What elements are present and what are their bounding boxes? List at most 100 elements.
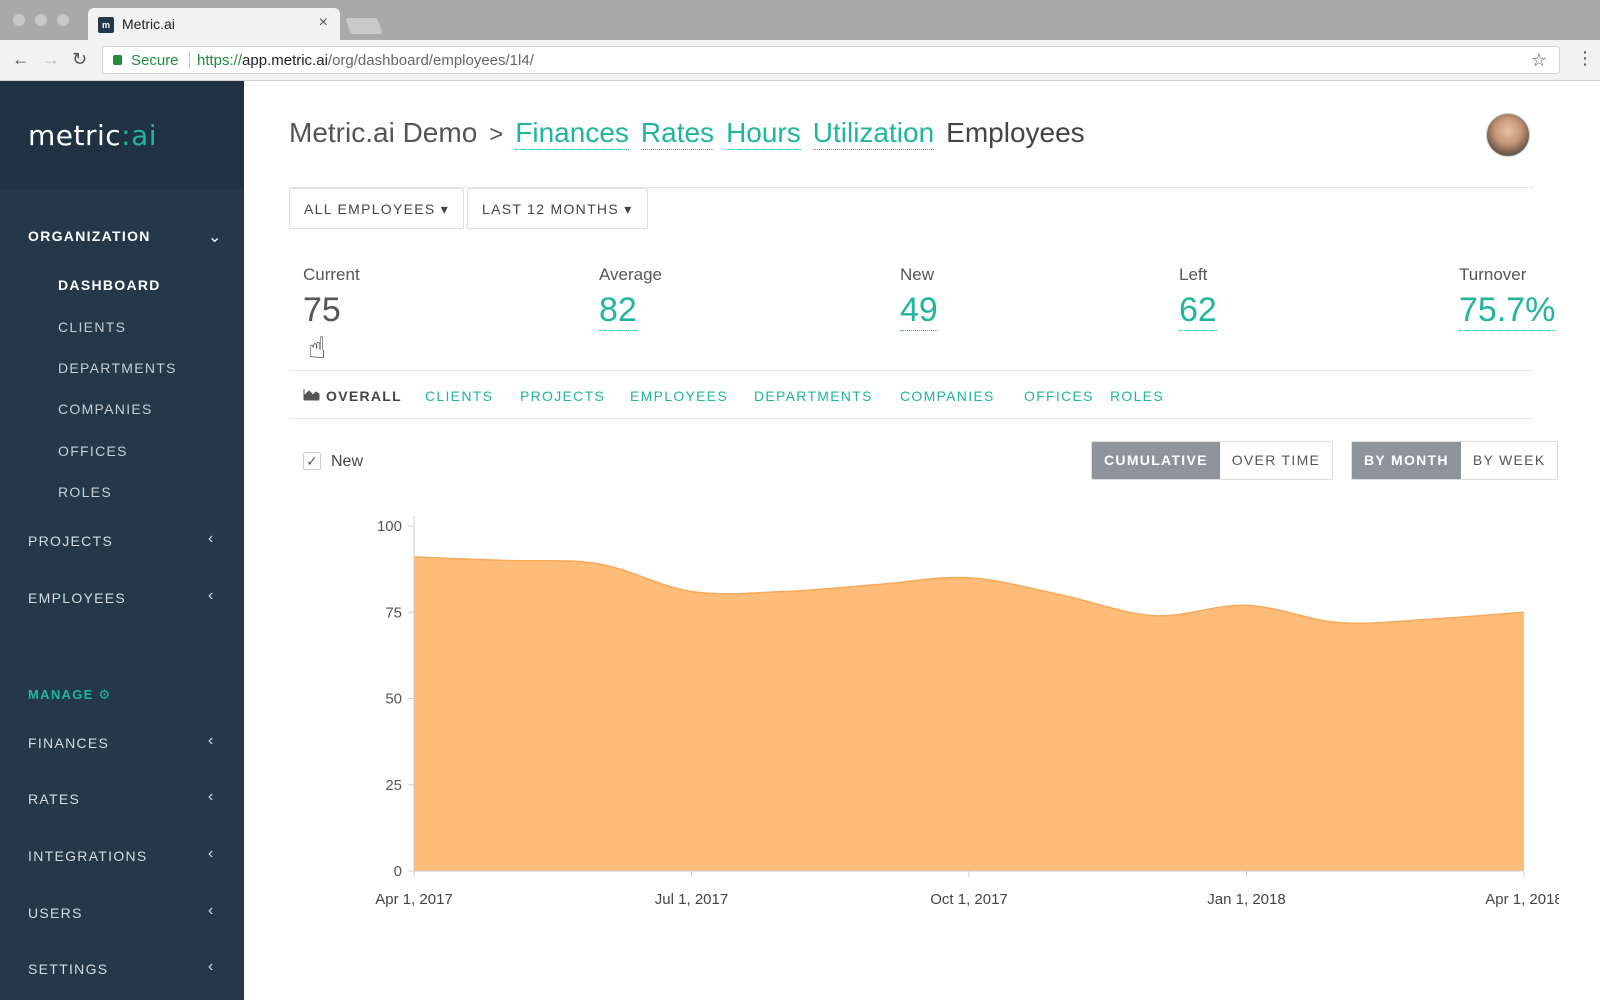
back-arrow-icon[interactable]: ← <box>12 49 30 69</box>
metric-logo[interactable]: metric:ai <box>28 119 157 152</box>
tab-overall[interactable]: OVERALL <box>326 388 402 404</box>
secure-label: Secure <box>131 52 179 69</box>
close-window-button[interactable] <box>13 14 25 26</box>
stat-new-label: New <box>900 265 935 284</box>
y-tick-label: 50 <box>385 691 402 708</box>
y-tick-label: 100 <box>377 518 402 535</box>
logo-suffix: ai <box>131 119 158 152</box>
manage-label: MANAGE <box>28 687 94 702</box>
new-tab-button[interactable] <box>345 18 383 34</box>
stat-turnover-value[interactable]: 75.7% <box>1459 291 1556 331</box>
nav-companies[interactable]: COMPANIES <box>58 401 153 417</box>
crumb-employees: Employees <box>946 117 1085 148</box>
stat-turnover-label: Turnover <box>1459 265 1527 284</box>
url-host: app.metric.ai <box>242 52 328 69</box>
stat-current-label: Current <box>303 265 360 284</box>
nav-departments[interactable]: DEPARTMENTS <box>58 360 177 376</box>
url-scheme: https:// <box>197 52 243 69</box>
new-series-checkbox[interactable]: ✓ <box>303 452 321 470</box>
tab-offices[interactable]: OFFICES <box>1024 388 1094 404</box>
chevron-left-icon[interactable]: ‹ <box>208 587 214 604</box>
nav-organization[interactable]: ORGANIZATION <box>28 228 151 244</box>
nav-users[interactable]: USERS <box>28 905 83 921</box>
cumulative-button[interactable]: CUMULATIVE <box>1092 442 1220 479</box>
browser-menu-icon[interactable]: ⋮ <box>1576 48 1594 68</box>
chevron-left-icon[interactable]: ‹ <box>208 732 214 749</box>
nav-rates[interactable]: RATES <box>28 791 81 807</box>
tab-projects[interactable]: PROJECTS <box>520 388 606 404</box>
browser-toolbar: ← → ↻ Secure https://app.metric.ai/org/d… <box>0 40 1600 81</box>
nav-employees[interactable]: EMPLOYEES <box>28 590 127 606</box>
forward-arrow-icon[interactable]: → <box>42 49 60 69</box>
tab-clients[interactable]: CLIENTS <box>425 388 494 404</box>
favicon-icon: m <box>98 17 114 33</box>
by-month-button[interactable]: BY MONTH <box>1352 442 1461 479</box>
crumb-utilization[interactable]: Utilization <box>812 117 935 150</box>
nav-integrations[interactable]: INTEGRATIONS <box>28 848 148 864</box>
nav-projects[interactable]: PROJECTS <box>28 533 114 549</box>
nav-offices[interactable]: OFFICES <box>58 443 128 459</box>
crumb-rates[interactable]: Rates <box>640 117 715 150</box>
url-path: /org/dashboard/employees/1l4/ <box>327 52 534 69</box>
tab-roles[interactable]: ROLES <box>1110 388 1164 404</box>
maximize-window-button[interactable] <box>57 14 69 26</box>
reload-icon[interactable]: ↻ <box>72 49 88 69</box>
over-time-button[interactable]: OVER TIME <box>1219 442 1333 479</box>
nav-roles[interactable]: ROLES <box>58 484 112 500</box>
y-tick-label: 0 <box>394 863 402 880</box>
nav-dashboard[interactable]: DASHBOARD <box>58 277 161 293</box>
tab-companies[interactable]: COMPANIES <box>900 388 995 404</box>
stat-average-value[interactable]: 82 <box>599 291 637 331</box>
nav-clients[interactable]: CLIENTS <box>58 319 127 335</box>
period-filter-dropdown[interactable]: LAST 12 MONTHS ▾ <box>467 188 648 229</box>
x-tick-label: Apr 1, 2017 <box>375 891 453 908</box>
y-tick-label: 25 <box>385 777 402 794</box>
avatar[interactable] <box>1486 113 1530 157</box>
url-text[interactable]: https://app.metric.ai/org/dashboard/empl… <box>197 52 534 69</box>
chevron-left-icon[interactable]: ‹ <box>208 958 214 975</box>
tab-close-icon[interactable]: × <box>318 14 328 31</box>
area-chart-icon <box>303 389 320 401</box>
y-tick-label: 75 <box>385 604 402 621</box>
new-series-label: New <box>331 453 364 470</box>
granularity-toggle: BY MONTH BY WEEK <box>1351 441 1559 480</box>
x-tick-label: Jul 1, 2017 <box>655 891 728 908</box>
crumb-hours[interactable]: Hours <box>726 117 801 150</box>
chevron-left-icon[interactable]: ‹ <box>208 530 214 547</box>
logo-area: metric:ai <box>0 81 244 189</box>
by-week-button[interactable]: BY WEEK <box>1460 442 1558 479</box>
tab-employees[interactable]: EMPLOYEES <box>630 388 729 404</box>
x-tick-label: Oct 1, 2017 <box>930 891 1008 908</box>
logo-colon: : <box>121 119 132 152</box>
caret-down-icon: ▾ <box>440 201 450 217</box>
employees-filter-dropdown[interactable]: ALL EMPLOYEES ▾ <box>289 188 465 229</box>
nav-finances[interactable]: FINANCES <box>28 735 110 751</box>
main-content: Metric.ai Demo > Finances Rates Hours Ut… <box>244 81 1600 1000</box>
org-name[interactable]: Metric.ai Demo <box>289 117 478 148</box>
sidebar: metric:ai ORGANIZATION ⌄ DASHBOARD CLIEN… <box>0 81 244 1000</box>
chevron-down-icon[interactable]: ⌄ <box>208 229 222 246</box>
breadcrumb: Metric.ai Demo > Finances Rates Hours Ut… <box>289 117 1085 150</box>
address-bar[interactable]: Secure https://app.metric.ai/org/dashboa… <box>102 46 1560 74</box>
chevron-left-icon[interactable]: ‹ <box>208 788 214 805</box>
nav-settings[interactable]: SETTINGS <box>28 961 109 977</box>
mode-toggle: CUMULATIVE OVER TIME <box>1091 441 1334 480</box>
x-tick-label: Apr 1, 2018 <box>1485 891 1559 908</box>
browser-tab[interactable]: m Metric.ai × <box>88 8 340 40</box>
checkmark-icon: ✓ <box>306 453 318 469</box>
crumb-finances[interactable]: Finances <box>515 117 629 150</box>
tab-departments[interactable]: DEPARTMENTS <box>754 388 873 404</box>
x-tick-label: Jan 1, 2018 <box>1207 891 1285 908</box>
logo-text: metric <box>28 119 122 152</box>
stat-current-value: 75 <box>303 291 341 329</box>
stat-new-value[interactable]: 49 <box>900 291 938 331</box>
bookmark-star-icon[interactable]: ☆ <box>1530 50 1547 70</box>
chevron-left-icon[interactable]: ‹ <box>208 902 214 919</box>
chevron-left-icon[interactable]: ‹ <box>208 845 214 862</box>
manage-heading: MANAGE ⚙ <box>28 687 111 703</box>
tabs-divider-top <box>289 370 1534 371</box>
period-filter-label: LAST 12 MONTHS <box>482 201 619 217</box>
browser-titlebar: m Metric.ai × <box>0 0 1600 40</box>
stat-left-value[interactable]: 62 <box>1179 291 1217 331</box>
minimize-window-button[interactable] <box>35 14 47 26</box>
